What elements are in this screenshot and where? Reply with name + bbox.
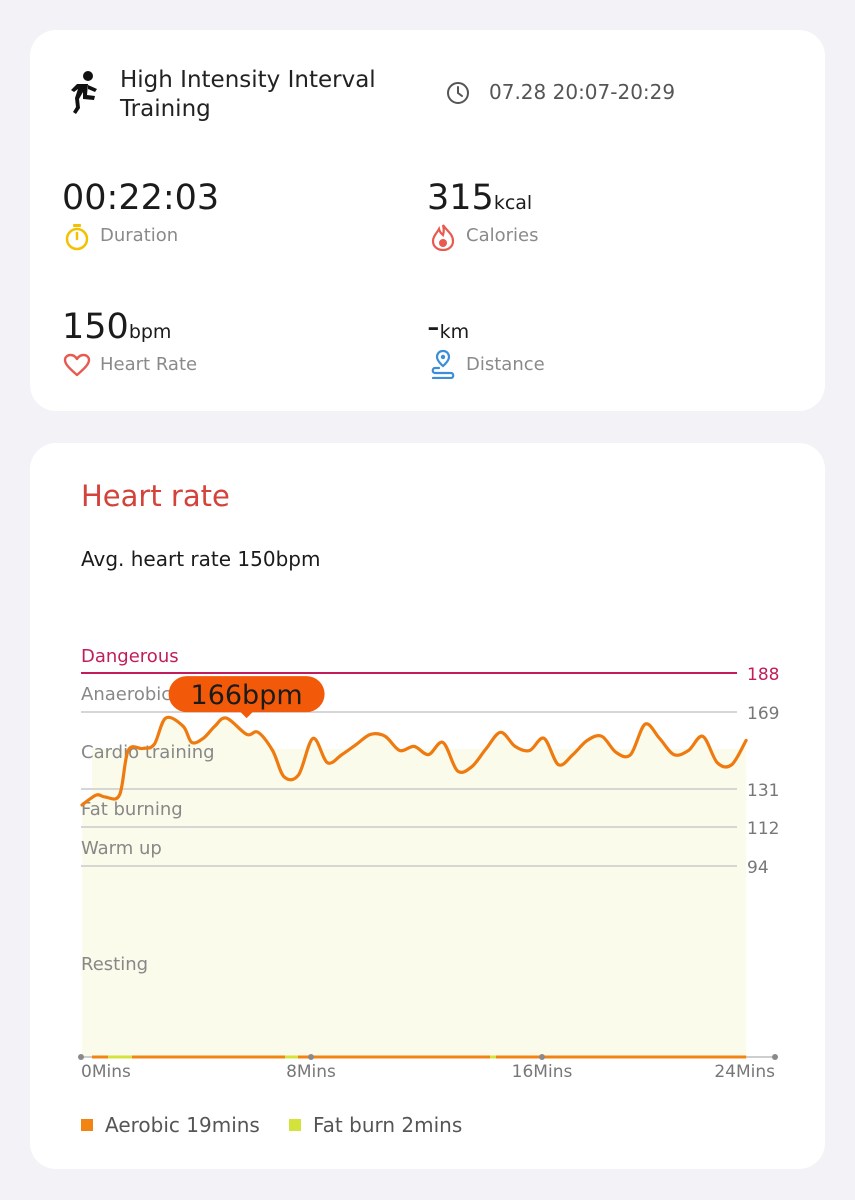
stopwatch-icon <box>64 223 90 255</box>
clock-icon <box>446 81 470 109</box>
heart-rate-line <box>80 715 748 807</box>
zone-label-resting: Resting <box>81 954 148 975</box>
heart-rate-value: 150 <box>62 307 129 347</box>
workout-time-range: 07.28 20:07-20:29 <box>489 80 676 104</box>
zone-label-fat-burning: Fat burning <box>81 799 183 820</box>
x-tick-label-2: 16Mins <box>512 1062 573 1082</box>
zone-label-anaerobic: Anaerobic <box>81 684 171 705</box>
x-tick-label-1: 8Mins <box>286 1062 336 1082</box>
distance-stat: -km <box>427 307 469 347</box>
legend-aerobic-label: Aerobic 19mins <box>105 1113 260 1137</box>
legend-aerobic-swatch <box>81 1119 93 1131</box>
heart-rate-title: Heart rate <box>81 479 230 513</box>
zone-label-warm-up: Warm up <box>81 838 162 859</box>
x-tick-dot-0 <box>78 1054 84 1060</box>
legend-fat-burn-label: Fat burn 2mins <box>313 1113 463 1137</box>
flame-icon <box>430 223 456 255</box>
heart-rate-chart: 188 169 131 112 94 Dangerous Anaerobic Cardio t… <box>78 646 779 1082</box>
heart-rate-card: Heart rate Avg. heart rate 150bpm 188 169… <box>30 443 825 1169</box>
route-icon <box>429 349 457 383</box>
running-figure-icon <box>66 70 100 120</box>
peak-tooltip-pointer <box>239 711 254 719</box>
y-tick-label-188: 188 <box>747 665 779 685</box>
legend-fat-burn-swatch <box>289 1119 301 1131</box>
calories-unit: kcal <box>493 192 533 214</box>
y-tick-label-94: 94 <box>747 858 769 878</box>
x-tick-label-3: 24Mins <box>714 1062 775 1082</box>
heart-rate-stat: 150bpm <box>62 307 171 347</box>
heart-rate-unit: bpm <box>128 321 172 343</box>
workout-summary-card: High Intensity Interval Training 07.28 2… <box>30 30 825 411</box>
peak-tooltip-label: 166bpm <box>191 680 303 711</box>
legend-aerobic: Aerobic 19mins <box>81 1113 260 1137</box>
workout-name-line1: High Intensity Interval <box>120 67 376 93</box>
distance-label: Distance <box>466 354 545 375</box>
x-tick-dot-2 <box>539 1054 545 1060</box>
peak-tooltip-bubble <box>168 676 325 713</box>
duration-value: 00:22:03 <box>62 178 220 218</box>
x-tick-dot-3 <box>772 1054 778 1060</box>
calories-label: Calories <box>466 225 539 246</box>
distance-unit: km <box>439 321 470 343</box>
x-tick-dot-1 <box>308 1054 314 1060</box>
zone-label-cardio-training: Cardio training <box>81 742 215 763</box>
chart-area-under-line <box>82 717 747 1057</box>
distance-value: - <box>427 307 440 347</box>
y-tick-label-112: 112 <box>747 819 779 839</box>
heart-rate-label: Heart Rate <box>100 354 198 375</box>
zone-label-dangerous: Dangerous <box>81 646 179 667</box>
y-tick-label-169: 169 <box>747 704 779 724</box>
calories-value: 315 <box>427 178 494 218</box>
duration-label: Duration <box>100 225 179 246</box>
x-tick-label-0: 0Mins <box>81 1062 131 1082</box>
heart-icon <box>63 353 91 381</box>
legend-fat-burn: Fat burn 2mins <box>289 1113 462 1137</box>
avg-heart-rate-text: Avg. heart rate 150bpm <box>81 547 321 571</box>
y-tick-label-131: 131 <box>747 781 779 801</box>
workout-name: High Intensity Interval Training <box>120 66 376 124</box>
workout-name-line2: Training <box>120 96 211 122</box>
calories-stat: 315kcal <box>427 178 532 218</box>
